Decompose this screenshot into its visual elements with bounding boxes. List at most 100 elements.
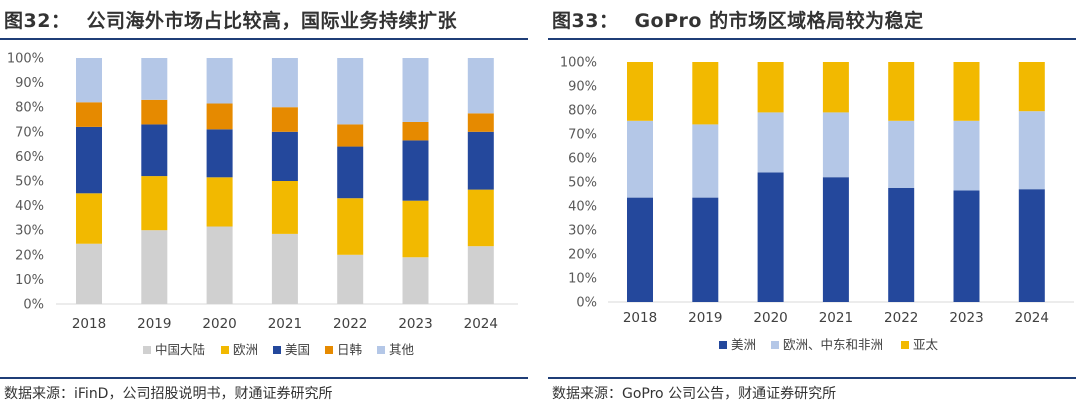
title-divider — [548, 38, 1076, 40]
bar-segment-2019-2 — [692, 62, 719, 125]
bar-segment-2021-1 — [822, 112, 849, 178]
legend-swatch — [143, 346, 151, 354]
bar-segment-2020-1 — [206, 177, 233, 227]
bar-segment-2024-1 — [467, 189, 494, 247]
bar-segment-2024-4 — [467, 58, 494, 114]
source-note: 数据来源：iFinD，公司招股说明书，财通证券研究所 — [4, 386, 333, 402]
bar-segment-2023-2 — [953, 62, 980, 121]
bar-segment-2022-1 — [888, 120, 915, 188]
legend-swatch — [901, 341, 909, 349]
bar-segment-2023-2 — [402, 140, 429, 201]
x-tick-label: 2018 — [623, 310, 657, 326]
bar-segment-2020-2 — [757, 62, 784, 113]
legend-swatch — [719, 341, 727, 349]
y-tick-label: 70% — [568, 128, 597, 143]
y-tick-label: 60% — [15, 150, 44, 165]
bar-segment-2018-0 — [76, 243, 102, 304]
legend-label: 欧洲 — [233, 342, 258, 357]
x-tick-label: 2018 — [72, 316, 106, 332]
figure-title: 图33： GoPro 的市场区域格局较为稳定 — [552, 6, 924, 33]
bar-segment-2024-2 — [467, 131, 494, 190]
x-tick-label: 2022 — [333, 316, 367, 332]
legend-swatch — [771, 341, 779, 349]
bar-segment-2020-0 — [206, 226, 233, 304]
legend-swatch — [221, 346, 229, 354]
bar-segment-2021-1 — [271, 181, 298, 234]
legend-label: 美国 — [285, 342, 310, 357]
left-figure-panel: 图32： 公司海外市场占比较高，国际业务持续扩张 0% 10% 20% 30% 40% 50… — [0, 0, 528, 411]
bar-segment-2023-4 — [402, 58, 429, 122]
bar-segment-2018-0 — [627, 197, 653, 302]
right-stacked-bar-chart: 0% 10% 20% 30% 40% 50% 60% 70% 80% 90% 100% 2018 201… — [560, 56, 1074, 352]
bar-segment-2021-0 — [271, 233, 298, 304]
bar-segment-2020-3 — [206, 103, 233, 130]
bar-segment-2021-2 — [271, 131, 298, 181]
bar-segment-2020-0 — [757, 172, 784, 302]
legend-label: 亚太 — [913, 337, 939, 352]
bar-segment-2024-1 — [1018, 111, 1045, 190]
right-figure-panel: 图33： GoPro 的市场区域格局较为稳定 0% 10% 20% 30% 40% 50% 6… — [548, 0, 1076, 411]
legend-swatch — [325, 346, 333, 354]
bar-segment-2021-3 — [271, 107, 298, 132]
x-tick-label: 2022 — [884, 310, 918, 326]
bar-segment-2019-0 — [141, 230, 168, 304]
legend-label: 欧洲、中东和非洲 — [783, 337, 883, 352]
bar-segment-2023-1 — [402, 200, 429, 258]
y-tick-label: 40% — [568, 200, 597, 215]
y-tick-label: 80% — [15, 101, 44, 116]
legend-label: 中国大陆 — [155, 342, 205, 357]
figure-number: 图33： — [552, 10, 619, 32]
bar-segment-2022-2 — [888, 62, 915, 121]
figure-title-text: 公司海外市场占比较高，国际业务持续扩张 — [86, 10, 457, 32]
bar-segment-2021-4 — [271, 58, 298, 108]
bar-segment-2018-3 — [76, 102, 102, 127]
legend-label: 日韩 — [337, 342, 362, 357]
legend-swatch — [377, 346, 385, 354]
bar-segment-2024-0 — [467, 246, 494, 304]
bar-segment-2024-2 — [1018, 62, 1045, 112]
title-divider — [0, 38, 528, 40]
y-tick-label: 90% — [568, 80, 597, 95]
bar-segment-2018-4 — [76, 58, 102, 103]
y-tick-label: 30% — [568, 224, 597, 239]
bar-segment-2021-0 — [822, 177, 849, 302]
bar-segment-2018-2 — [627, 62, 653, 121]
bar-segment-2019-2 — [141, 124, 168, 177]
bar-segment-2019-1 — [692, 124, 719, 198]
bar-segment-2022-2 — [337, 146, 364, 199]
bar-segment-2022-4 — [337, 58, 364, 125]
bar-segment-2023-1 — [953, 120, 980, 191]
source-note: 数据来源：GoPro 公司公告，财通证券研究所 — [552, 386, 837, 402]
y-tick-label: 20% — [568, 248, 597, 263]
x-tick-label: 2021 — [268, 316, 302, 332]
bar-segment-2022-3 — [337, 124, 364, 147]
x-tick-label: 2023 — [949, 310, 983, 326]
left-stacked-bar-chart: 0% 10% 20% 30% 40% 50% 60% 70% 80% 90% 100% 2018 201… — [7, 52, 518, 357]
y-tick-label: 80% — [568, 104, 597, 119]
bar-segment-2018-1 — [627, 120, 653, 198]
bar-segment-2022-0 — [888, 188, 915, 302]
y-tick-label: 10% — [15, 273, 44, 288]
bar-segment-2023-0 — [953, 190, 980, 302]
y-tick-label: 40% — [15, 199, 44, 214]
x-tick-label: 2024 — [464, 316, 498, 332]
x-tick-label: 2024 — [1015, 310, 1049, 326]
source-divider — [0, 377, 528, 379]
bar-segment-2019-4 — [141, 58, 168, 100]
y-tick-label: 50% — [15, 175, 44, 190]
bar-segment-2023-3 — [402, 121, 429, 141]
legend-swatch — [273, 346, 281, 354]
y-tick-label: 100% — [7, 52, 44, 67]
y-tick-label: 20% — [15, 248, 44, 263]
x-tick-label: 2021 — [819, 310, 853, 326]
source-divider — [548, 377, 1076, 379]
bar-segment-2021-2 — [822, 62, 849, 113]
bar-segment-2019-0 — [692, 197, 719, 302]
figure-title-text: GoPro 的市场区域格局较为稳定 — [634, 10, 924, 32]
bar-segment-2022-1 — [337, 198, 364, 255]
bar-segment-2019-3 — [141, 99, 168, 125]
bar-segment-2024-3 — [467, 113, 494, 132]
x-tick-label: 2023 — [398, 316, 432, 332]
x-tick-label: 2019 — [688, 310, 722, 326]
bar-segment-2018-1 — [76, 193, 102, 244]
